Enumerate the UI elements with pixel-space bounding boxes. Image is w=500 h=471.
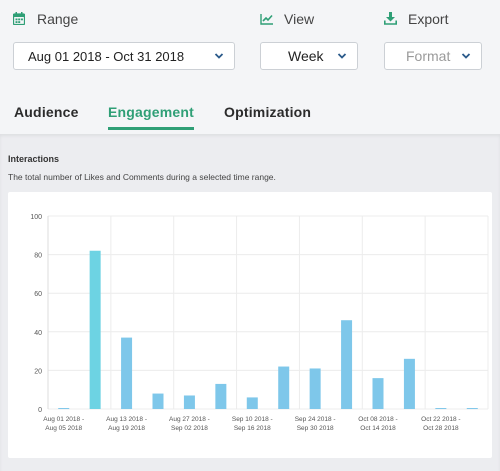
x-tick-label: Oct 08 2018 - [358,416,397,423]
x-tick-label: Aug 27 2018 - [169,416,210,423]
bar [215,383,227,409]
y-tick-label: 40 [34,330,42,337]
export-format-placeholder: Format [406,48,451,64]
bar [246,397,258,409]
x-tick-label: Aug 05 2018 [45,425,82,432]
y-tick-label: 60 [34,291,42,298]
view-select[interactable]: Week [260,42,358,70]
tab-bar: Audience Engagement Optimization [0,104,500,132]
interactions-bar-chart: 0 20 40 60 80 100 Aug 01 2018 - Aug 05 2018 Aug … [30,214,489,432]
toolbar: Range Aug 01 2018 - Oct 31 2018 View Wee… [0,0,500,132]
x-tick-label: Sep 10 2018 - [232,416,273,423]
line-chart-icon [260,12,274,26]
tab-optimization[interactable]: Optimization [224,104,312,120]
tab-audience[interactable]: Audience [14,104,79,120]
bar [183,395,195,409]
x-tick-label: Aug 19 2018 [108,425,145,432]
panel-title: Interactions [8,154,60,164]
x-tick-label: Sep 16 2018 [234,425,271,432]
range-label: Range [37,11,79,27]
x-tick-label: Aug 13 2018 - [106,416,147,423]
bar [466,408,478,410]
range-value: Aug 01 2018 - Oct 31 2018 [28,48,185,64]
chevron-down-icon [337,53,347,59]
tab-engagement[interactable]: Engagement [108,104,195,132]
y-tick-label: 80 [34,253,42,260]
bar [341,320,353,409]
export-label: Export [408,11,449,27]
x-tick-label: Sep 30 2018 [297,425,334,432]
view-label: View [284,11,315,27]
calendar-icon [12,12,27,26]
bar [89,250,101,409]
x-tick-label: Oct 22 2018 - [421,416,460,423]
y-tick-label: 100 [30,214,42,221]
bar [121,337,133,409]
x-tick-label: Oct 14 2018 [360,425,396,432]
x-tick-label: Sep 02 2018 [171,425,208,432]
chevron-down-icon [461,53,471,59]
y-tick-label: 20 [34,368,42,375]
range-label-group: Range [12,10,79,28]
chevron-down-icon [214,53,224,59]
chart-card: 0 20 40 60 80 100 Aug 01 2018 - Aug 05 2018 Aug … [8,192,492,458]
download-icon [384,12,398,26]
bar [58,408,70,410]
view-value: Week [288,48,324,64]
export-label-group: Export [384,10,448,28]
panel-description: The total number of Likes and Comments d… [8,172,276,182]
x-tick-label: Aug 01 2018 - [43,416,84,423]
bar [309,368,321,409]
export-format-select[interactable]: Format [384,42,482,70]
bar [278,366,290,409]
x-tick-label: Oct 28 2018 [423,425,459,432]
bar [435,408,447,410]
view-label-group: View [260,10,314,28]
y-tick-label: 0 [38,407,42,414]
bar [403,358,415,409]
x-tick-label: Sep 24 2018 - [295,416,336,423]
range-select[interactable]: Aug 01 2018 - Oct 31 2018 [13,42,235,70]
bar [372,378,384,409]
bar [152,393,164,409]
